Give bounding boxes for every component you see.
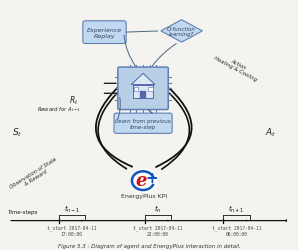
Text: $t_n$: $t_n$ bbox=[154, 203, 162, 214]
Text: $S_t$: $S_t$ bbox=[12, 126, 22, 139]
Text: Time-steps: Time-steps bbox=[8, 209, 38, 214]
FancyArrowPatch shape bbox=[153, 44, 176, 66]
Polygon shape bbox=[133, 85, 153, 99]
FancyBboxPatch shape bbox=[148, 88, 153, 92]
FancyArrowPatch shape bbox=[148, 110, 152, 114]
FancyBboxPatch shape bbox=[114, 114, 172, 134]
Polygon shape bbox=[161, 20, 202, 43]
Text: $t_{n-1}$: $t_{n-1}$ bbox=[64, 203, 80, 214]
FancyArrowPatch shape bbox=[156, 89, 192, 167]
Text: $A_t$: $A_t$ bbox=[265, 126, 276, 139]
FancyArrowPatch shape bbox=[96, 88, 132, 167]
Text: Action
Heating & Cooling: Action Heating & Cooling bbox=[213, 50, 260, 82]
FancyArrowPatch shape bbox=[124, 36, 136, 67]
Text: Observation of State
& Reward: Observation of State & Reward bbox=[9, 156, 61, 194]
Text: Experience
Replay: Experience Replay bbox=[87, 28, 122, 38]
FancyArrowPatch shape bbox=[98, 94, 126, 169]
Text: $t_{n+1}$: $t_{n+1}$ bbox=[228, 203, 245, 214]
Text: Figure 5.3 : Diagram of agent and EnergyPlus interaction in detail.: Figure 5.3 : Diagram of agent and Energy… bbox=[58, 243, 240, 248]
FancyBboxPatch shape bbox=[83, 22, 126, 44]
Polygon shape bbox=[131, 74, 155, 85]
Text: t_start 2017-04-11
17:00:00: t_start 2017-04-11 17:00:00 bbox=[47, 224, 97, 236]
FancyArrowPatch shape bbox=[162, 94, 190, 170]
Text: $R_t$: $R_t$ bbox=[69, 94, 78, 106]
Text: Q-function
learning?: Q-function learning? bbox=[167, 26, 196, 37]
Circle shape bbox=[131, 170, 158, 192]
Text: t_start 2017-04-11
22:00:00: t_start 2017-04-11 22:00:00 bbox=[133, 224, 183, 236]
FancyArrowPatch shape bbox=[127, 32, 157, 33]
Text: Reward for $A_{t-1}$: Reward for $A_{t-1}$ bbox=[36, 104, 80, 113]
Text: +: + bbox=[146, 170, 158, 186]
FancyBboxPatch shape bbox=[140, 92, 146, 99]
FancyBboxPatch shape bbox=[134, 88, 138, 92]
Text: t_start 2017-04-11
06:00:00: t_start 2017-04-11 06:00:00 bbox=[212, 224, 261, 236]
Text: e: e bbox=[135, 171, 147, 189]
Text: Learn from previous
time-step: Learn from previous time-step bbox=[115, 118, 171, 129]
FancyBboxPatch shape bbox=[118, 68, 168, 110]
FancyArrowPatch shape bbox=[117, 98, 120, 121]
Text: EnergyPlus KPI: EnergyPlus KPI bbox=[121, 193, 168, 198]
